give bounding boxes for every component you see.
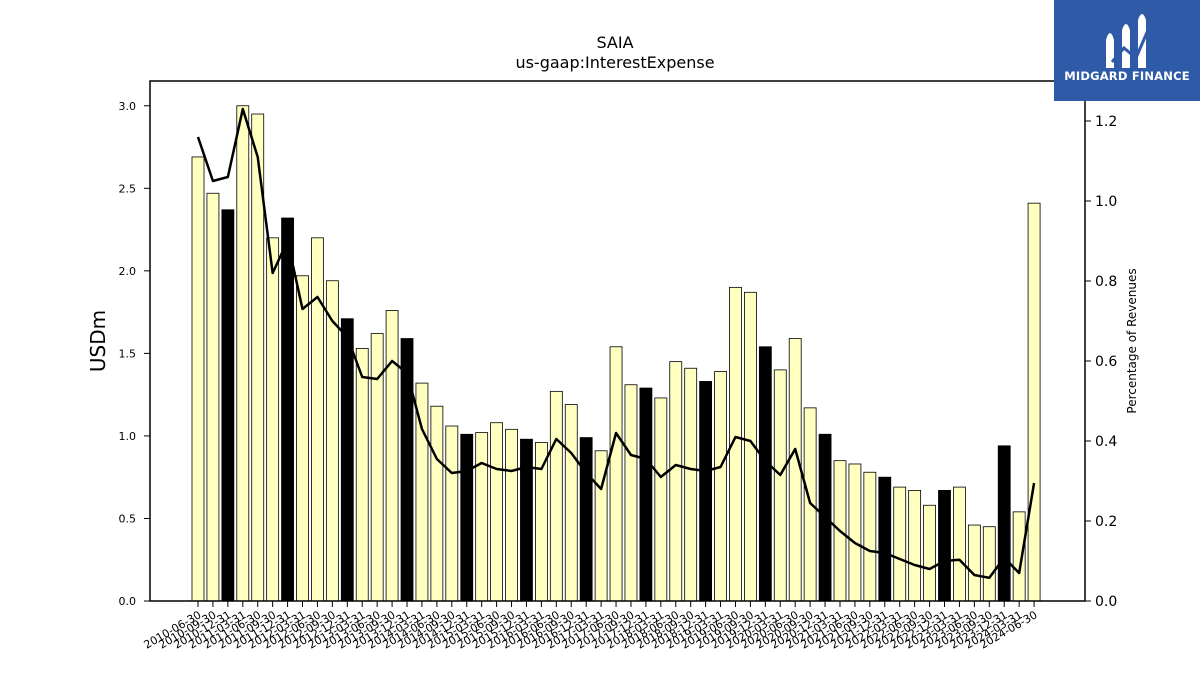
bar-2020-03-31 — [773, 369, 787, 602]
y-right-tick-label: 0.2 — [1095, 514, 1117, 530]
bar-2013-09-30 — [385, 310, 399, 602]
bar-2022-03-31 — [893, 486, 907, 602]
bar-2020-06-30 — [788, 338, 802, 602]
y-left-tick-label: 2.0 — [119, 265, 137, 278]
bar-2021-09-30 — [863, 471, 877, 602]
bar-2017-06-30 — [609, 346, 623, 602]
chart-subtitle: us-gaap:InterestExpense — [515, 53, 714, 72]
bar-2018-03-31 — [654, 397, 668, 602]
y-right-tick-label: 0.8 — [1095, 274, 1117, 290]
bar-2014-12-31 — [460, 433, 474, 602]
y-left-tick-label: 3.0 — [119, 100, 137, 113]
bar-2010-06-30 — [191, 156, 205, 602]
bar-2011-03-31 — [236, 105, 250, 602]
bar-2013-03-31 — [355, 348, 369, 602]
y2-axis-label: Percentage of Revenues — [1125, 268, 1139, 413]
y-right-tick-label: 0.4 — [1095, 434, 1117, 450]
bar-2017-09-30 — [624, 384, 638, 602]
bar-2012-03-31 — [296, 275, 309, 602]
ratio-line — [196, 107, 1036, 580]
bar-2021-12-31 — [878, 476, 892, 602]
y-left-tick-label: 2.5 — [119, 182, 137, 195]
y-left-tick-label: 0.5 — [119, 512, 137, 525]
y-axis-label: USDm — [86, 310, 110, 372]
bar-2023-06-30 — [967, 524, 981, 602]
bar-2023-12-31 — [997, 445, 1011, 602]
bar-2019-12-31 — [758, 346, 772, 602]
bar-2018-06-30 — [669, 361, 683, 602]
y-right-tick-label: 0.0 — [1095, 594, 1117, 610]
bar-2016-09-30 — [564, 404, 578, 602]
plot-frame — [149, 80, 1086, 602]
bars-group — [191, 105, 1041, 602]
bar-2012-06-30 — [311, 237, 324, 602]
bar-2022-06-30 — [908, 489, 922, 602]
bar-2018-12-31 — [699, 381, 713, 602]
bar-2014-06-30 — [430, 405, 444, 602]
chart-title: SAIA — [596, 33, 633, 52]
bar-2019-03-31 — [714, 371, 727, 602]
bar-2022-09-30 — [923, 504, 936, 602]
bar-2010-09-30 — [206, 192, 220, 602]
bar-2015-06-30 — [490, 422, 504, 602]
y-left-tick-label: 1.0 — [119, 430, 137, 443]
y-right-tick-label: 1.0 — [1095, 194, 1117, 210]
bar-2016-06-30 — [549, 390, 563, 602]
bar-2022-12-31 — [938, 489, 951, 602]
bar-2016-12-31 — [579, 437, 593, 602]
bar-2013-12-31 — [400, 338, 414, 602]
bar-2011-09-30 — [266, 237, 280, 602]
bar-2015-03-31 — [475, 432, 489, 602]
bar-2021-06-30 — [848, 463, 862, 602]
midgard-finance-logo: MIDGARD FINANCE — [1054, 0, 1200, 101]
y-left-tick-label: 0.0 — [119, 595, 137, 608]
logo-mark-icon — [1106, 14, 1150, 68]
bar-2018-09-30 — [684, 367, 698, 602]
bar-2023-09-30 — [982, 526, 996, 602]
bar-2015-09-30 — [505, 428, 518, 602]
bar-2012-12-31 — [340, 318, 354, 602]
y-left-tick-label: 1.5 — [119, 347, 137, 360]
bar-2014-09-30 — [445, 425, 459, 602]
y-axis-right: 0.0 0.2 0.4 0.6 0.8 1.0 1.2 — [1085, 114, 1117, 610]
bar-2011-12-31 — [281, 217, 294, 602]
y-axis-left: 0.0 0.5 1.0 1.5 2.0 2.5 3.0 — [119, 100, 150, 608]
y-right-tick-label: 0.6 — [1095, 354, 1117, 370]
bar-2023-03-31 — [953, 486, 966, 602]
bar-2012-09-30 — [325, 280, 339, 602]
bar-2024-03-31 — [1012, 511, 1026, 602]
bar-2024-06-30 — [1027, 202, 1041, 602]
x-axis: 2010-06-302010-09-302010-12-312011-03-31… — [142, 601, 1040, 652]
bar-2010-12-31 — [221, 209, 235, 602]
y-right-tick-label: 1.2 — [1095, 114, 1117, 130]
logo-text: MIDGARD FINANCE — [1064, 69, 1190, 83]
bar-2015-12-31 — [520, 438, 533, 602]
bar-2017-12-31 — [639, 387, 653, 602]
